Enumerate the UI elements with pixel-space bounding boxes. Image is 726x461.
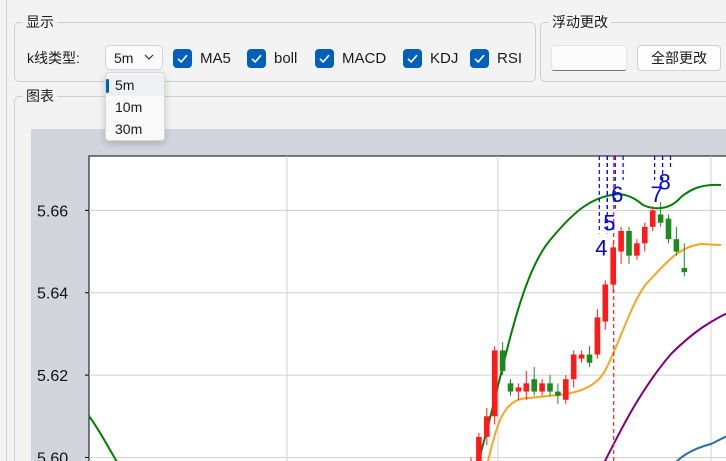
- y-tick-label: 5.62: [37, 368, 68, 385]
- candle-body: [539, 383, 545, 392]
- candle-body: [602, 284, 609, 322]
- marker-label: 8: [659, 170, 671, 195]
- dropdown-option-30m[interactable]: 30m: [106, 118, 164, 140]
- y-tick-label: 5.60: [37, 450, 68, 461]
- chart-canvas: 5.66 5.64 5.62 5.60 4 5 6 7 8: [31, 129, 726, 461]
- checkbox-rsi[interactable]: RSI: [470, 47, 522, 69]
- boll-lower-left-line: [88, 415, 118, 461]
- left-panel-edge: [0, 0, 7, 461]
- candle-body: [476, 436, 482, 461]
- chevron-down-icon: [144, 54, 154, 60]
- checkbox-macd[interactable]: MACD: [315, 47, 386, 69]
- checkmark-icon: [315, 48, 334, 68]
- dropdown-option-label: 5m: [115, 77, 135, 93]
- checkmark-icon: [403, 48, 422, 68]
- kline-type-select[interactable]: 5m: [105, 45, 163, 70]
- chart-group: 图表 5.66 5.64 5.62 5.60 4 5 6 7 8: [14, 87, 726, 461]
- candle-body: [618, 230, 624, 252]
- dropdown-option-label: 30m: [115, 121, 143, 137]
- dropdown-option-10m[interactable]: 10m: [106, 96, 164, 118]
- y-tick-label: 5.64: [37, 286, 68, 303]
- marker-label: 5: [603, 211, 615, 236]
- display-group: 显示 k线类型: 5m MA5 boll MACD KDJ RSI: [14, 13, 536, 82]
- candle-body: [626, 230, 632, 256]
- candle-body: [531, 379, 537, 392]
- purple-indicator-line: [603, 312, 726, 461]
- checkmark-icon: [247, 48, 266, 68]
- float-change-input[interactable]: [551, 45, 627, 71]
- candle-body: [681, 268, 688, 273]
- display-group-title: 显示: [23, 13, 57, 31]
- candle-body: [515, 387, 522, 392]
- checkbox-boll-label: boll: [274, 49, 298, 67]
- boll-upper-line: [477, 183, 722, 461]
- float-change-title: 浮动更改: [549, 13, 611, 31]
- blue-indicator-line: [675, 435, 726, 461]
- candle-body: [673, 239, 680, 252]
- candle-body: [665, 218, 672, 240]
- candle-body: [484, 416, 490, 437]
- checkbox-rsi-label: RSI: [497, 49, 523, 67]
- kline-type-value: 5m: [114, 50, 134, 66]
- selected-indicator: [106, 79, 109, 93]
- candle-body: [586, 354, 593, 363]
- y-tick-label: 5.66: [37, 203, 68, 220]
- float-change-group: 浮动更改 全部更改: [540, 13, 726, 82]
- chart-group-title: 图表: [23, 87, 57, 105]
- candle-body: [642, 226, 648, 244]
- candle-body: [499, 350, 506, 371]
- checkbox-kdj[interactable]: KDJ: [403, 47, 458, 69]
- marker-label: 6: [611, 182, 623, 207]
- candle-body: [649, 210, 656, 227]
- candle-body: [507, 383, 514, 392]
- checkbox-kdj-label: KDJ: [430, 49, 459, 67]
- marker-label: 4: [595, 235, 607, 260]
- checkmark-icon: [173, 48, 192, 68]
- checkbox-boll[interactable]: boll: [247, 47, 297, 69]
- checkmark-icon: [470, 48, 489, 68]
- dropdown-option-label: 10m: [115, 99, 143, 115]
- candle-body: [523, 383, 530, 392]
- candle-body: [634, 243, 640, 256]
- kline-chart: 5.66 5.64 5.62 5.60 45 6 78: [37, 155, 726, 461]
- checkbox-ma5[interactable]: MA5: [173, 47, 231, 69]
- plot-area: [88, 155, 726, 461]
- candle-body: [657, 214, 664, 223]
- candle-body: [555, 391, 561, 396]
- candle-body: [547, 383, 553, 392]
- marker-label: 7: [651, 182, 663, 207]
- candle-body: [563, 379, 569, 400]
- boll-mid-line: [486, 242, 722, 461]
- change-all-button[interactable]: 全部更改: [637, 45, 721, 71]
- checkbox-macd-label: MACD: [342, 49, 387, 67]
- candle-body: [610, 247, 616, 285]
- candle-body: [578, 354, 585, 359]
- candle-body: [594, 317, 601, 355]
- candle-body: [491, 350, 498, 417]
- kline-type-label: k线类型:: [27, 50, 80, 66]
- candle-body: [570, 354, 577, 380]
- checkbox-ma5-label: MA5: [200, 49, 231, 67]
- kline-type-dropdown: 5m 10m 30m: [105, 72, 165, 141]
- dropdown-option-5m[interactable]: 5m: [106, 74, 164, 96]
